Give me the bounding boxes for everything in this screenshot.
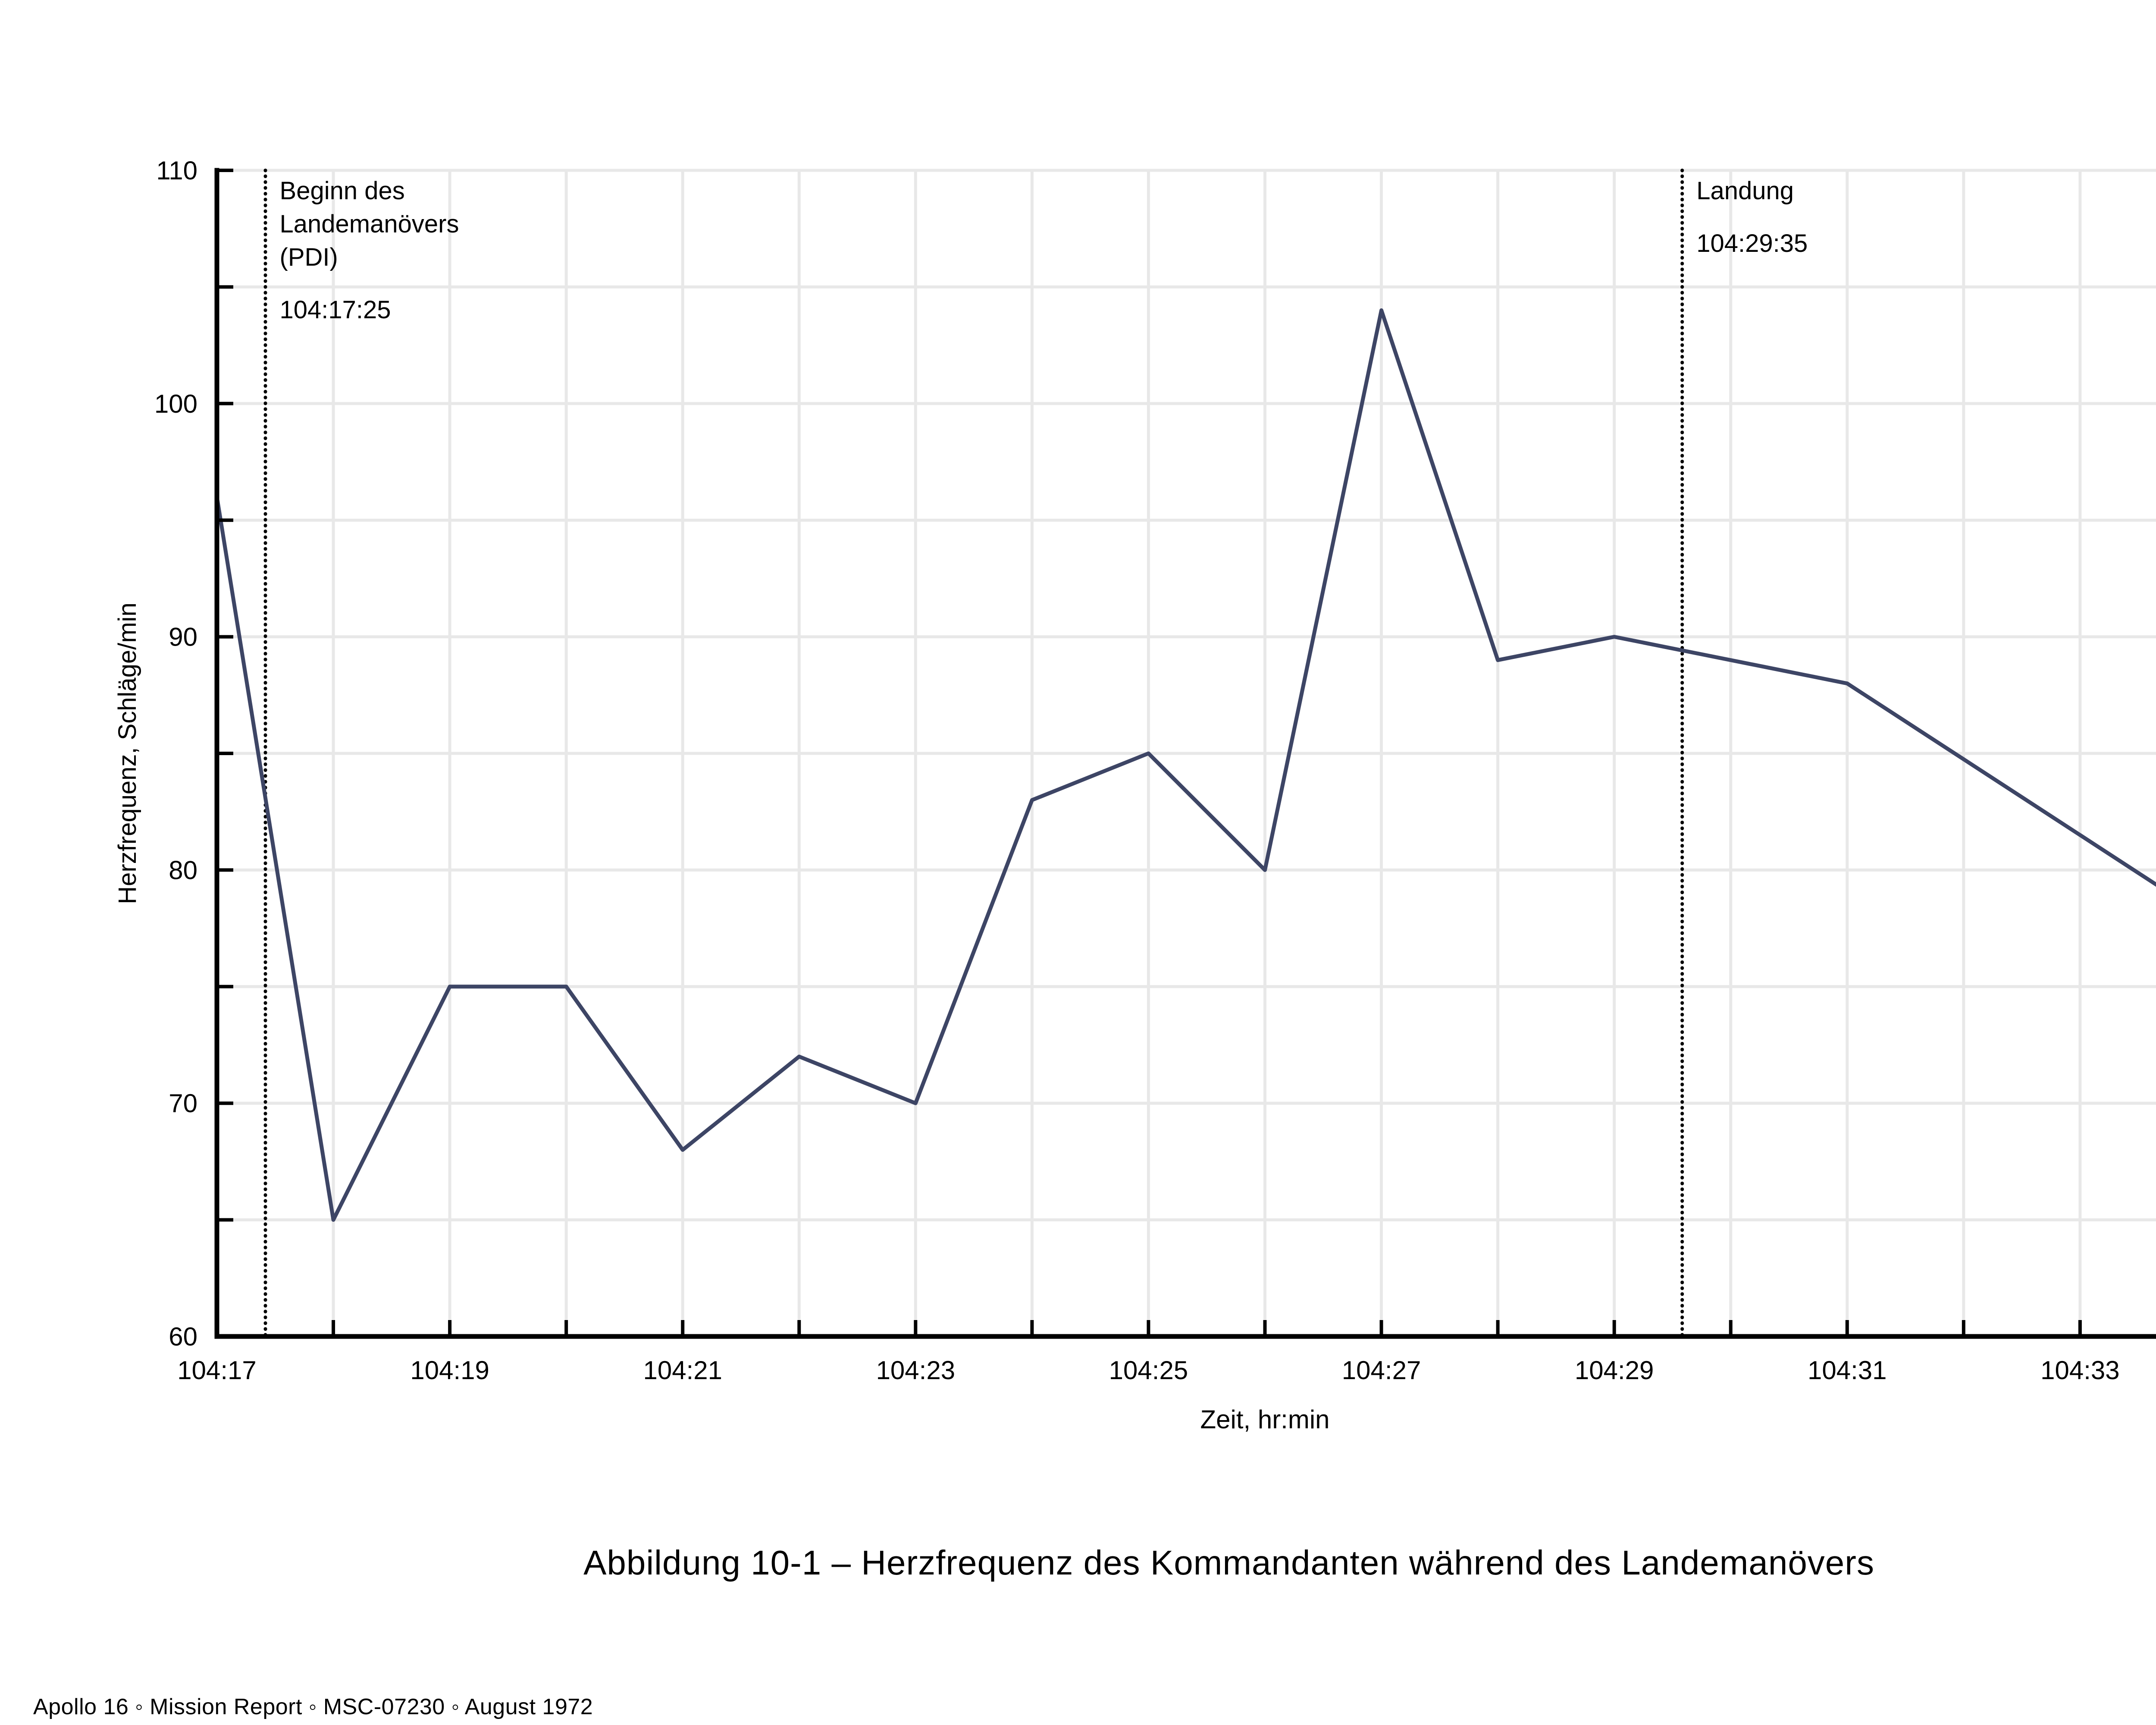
y-tick-label: 90: [169, 623, 197, 652]
event-marker-landung: Landung 104:29:35: [1680, 169, 1808, 1338]
event-time-landung: 104:29:35: [1696, 229, 1808, 257]
x-tick-label: 104:21: [643, 1356, 722, 1385]
series-line: [215, 308, 2156, 1222]
x-tick-label: 104:17: [177, 1356, 257, 1385]
series-heart-rate: [215, 308, 2156, 1222]
x-tick-label: 104:23: [876, 1356, 956, 1385]
event-time-pdi: 104:17:25: [280, 296, 391, 324]
y-tick-label: 100: [154, 389, 197, 418]
x-tick-label: 104:31: [1808, 1356, 1887, 1385]
y-tick-label: 70: [169, 1089, 197, 1118]
x-axis-title: Zeit, hr:min: [1200, 1405, 1329, 1434]
y-axis-title: Herzfrequenz, Schläge/min: [113, 602, 141, 904]
axes: [214, 168, 2156, 1339]
x-tick-labels: 104:17 104:19 104:21 104:23 104:25 104:27 104:…: [177, 1356, 2120, 1385]
y-tick-label: 80: [169, 856, 197, 884]
figure-caption: Abbildung 10-1 – Herzfrequenz des Komman…: [583, 1543, 1874, 1582]
event-marker-pdi: Beginn des Landemanövers (PDI) 104:17:25: [263, 169, 459, 1338]
event-label-pdi: (PDI): [280, 243, 338, 271]
x-tick-label: 104:27: [1342, 1356, 1421, 1385]
x-axis-title: Zeit, hr:min: [1200, 1405, 1329, 1434]
plot-gridlines: [217, 169, 2156, 1336]
x-tick-label: 104:33: [2040, 1356, 2120, 1385]
x-tick-label: 104:29: [1575, 1356, 1654, 1385]
event-label-pdi: Beginn des: [280, 177, 405, 205]
event-label-pdi: Landemanövers: [280, 210, 459, 238]
y-tick-label: 110: [156, 156, 197, 185]
event-label-landung: Landung: [1696, 177, 1794, 205]
x-tick-label: 104:25: [1109, 1356, 1188, 1385]
y-tick-label: 60: [169, 1322, 197, 1351]
y-axis-title: Herzfrequenz, Schläge/min: [113, 602, 141, 904]
y-tick-labels: 60 70 80 90 100 110: [154, 156, 197, 1351]
x-tick-label: 104:19: [410, 1356, 489, 1385]
report-footer: Apollo 16 ◦ Mission Report ◦ MSC-07230 ◦…: [33, 1694, 593, 1719]
